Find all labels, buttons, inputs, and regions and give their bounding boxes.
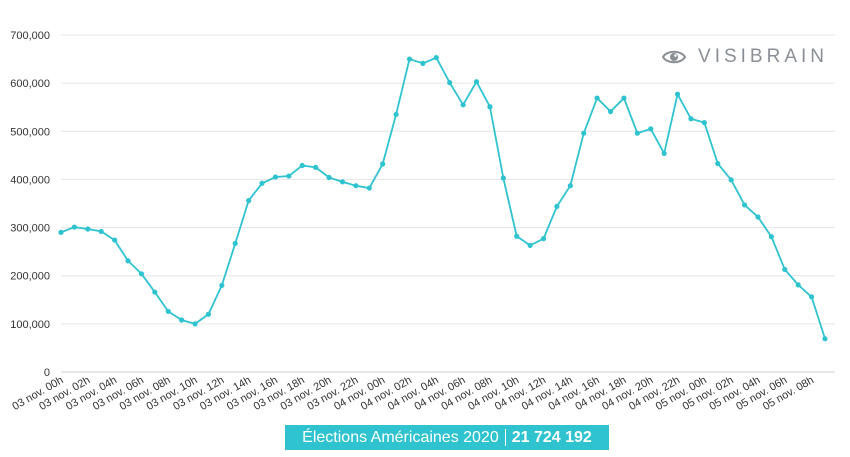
banner-label: Élections Américaines 2020 — [302, 428, 499, 446]
data-point — [634, 130, 640, 136]
data-point — [192, 321, 198, 327]
data-point — [822, 336, 828, 342]
data-point — [98, 228, 104, 235]
data-point — [286, 173, 292, 179]
data-point — [661, 150, 667, 157]
y-tick-label: 0 — [44, 367, 50, 379]
data-point — [205, 311, 212, 317]
data-point — [795, 282, 801, 288]
data-point — [447, 80, 453, 86]
data-point — [782, 266, 788, 273]
data-point — [554, 203, 560, 209]
y-tick-label: 200,000 — [10, 271, 50, 283]
data-point — [353, 183, 359, 189]
y-tick-label: 700,000 — [10, 30, 50, 42]
data-point — [728, 177, 734, 183]
data-point — [500, 175, 506, 181]
data-point — [567, 183, 573, 189]
series-line — [58, 55, 828, 342]
data-point — [594, 95, 600, 101]
data-point — [621, 95, 627, 101]
data-point — [299, 162, 305, 169]
data-point — [125, 258, 131, 264]
data-point — [326, 174, 332, 181]
data-point — [339, 179, 346, 185]
data-point — [768, 234, 774, 240]
data-point — [715, 160, 721, 167]
y-axis-ticks: 0 100,000 200,000 300,000 400,000 500,000 600,… — [10, 30, 50, 379]
data-point — [420, 60, 426, 66]
data-point — [313, 164, 319, 170]
data-point — [246, 198, 252, 204]
data-point — [701, 120, 707, 126]
y-tick-label: 600,000 — [10, 78, 50, 90]
data-point — [165, 308, 171, 314]
data-point — [259, 180, 265, 186]
data-point — [648, 126, 654, 132]
data-point — [540, 236, 547, 242]
y-tick-label: 500,000 — [10, 126, 50, 138]
data-point — [232, 240, 238, 247]
data-point — [688, 116, 694, 122]
data-point — [138, 271, 145, 277]
data-point — [433, 55, 439, 61]
data-point — [460, 102, 466, 108]
data-point — [527, 242, 533, 248]
data-point — [393, 111, 399, 118]
data-point — [58, 229, 64, 235]
data-point — [487, 104, 493, 110]
brand-name: VISIBRAIN — [698, 46, 828, 67]
eye-icon — [662, 50, 687, 64]
data-point — [514, 233, 520, 239]
data-point — [366, 185, 372, 191]
gridlines — [61, 34, 835, 373]
data-point — [809, 294, 815, 300]
y-tick-label: 400,000 — [10, 174, 50, 186]
banner-separator — [504, 429, 506, 446]
data-point — [85, 226, 91, 232]
data-point — [380, 161, 386, 167]
data-point — [179, 317, 185, 323]
series-path — [60, 56, 826, 340]
data-point — [219, 282, 225, 288]
data-point — [406, 56, 413, 62]
brand-logo: VISIBRAIN — [662, 46, 828, 68]
data-point — [473, 79, 480, 85]
data-point — [272, 174, 279, 180]
y-tick-label: 300,000 — [10, 223, 50, 235]
data-point — [755, 214, 761, 220]
data-point — [71, 224, 77, 230]
data-point — [112, 237, 118, 243]
data-point — [741, 202, 748, 208]
data-point — [674, 91, 681, 97]
title-banner: Élections Américaines 2020 21 724 192 — [285, 425, 609, 450]
data-point — [581, 130, 587, 136]
data-point — [607, 108, 614, 115]
banner-total: 21 724 192 — [511, 428, 592, 446]
data-point — [152, 289, 158, 295]
y-tick-label: 100,000 — [10, 319, 50, 331]
